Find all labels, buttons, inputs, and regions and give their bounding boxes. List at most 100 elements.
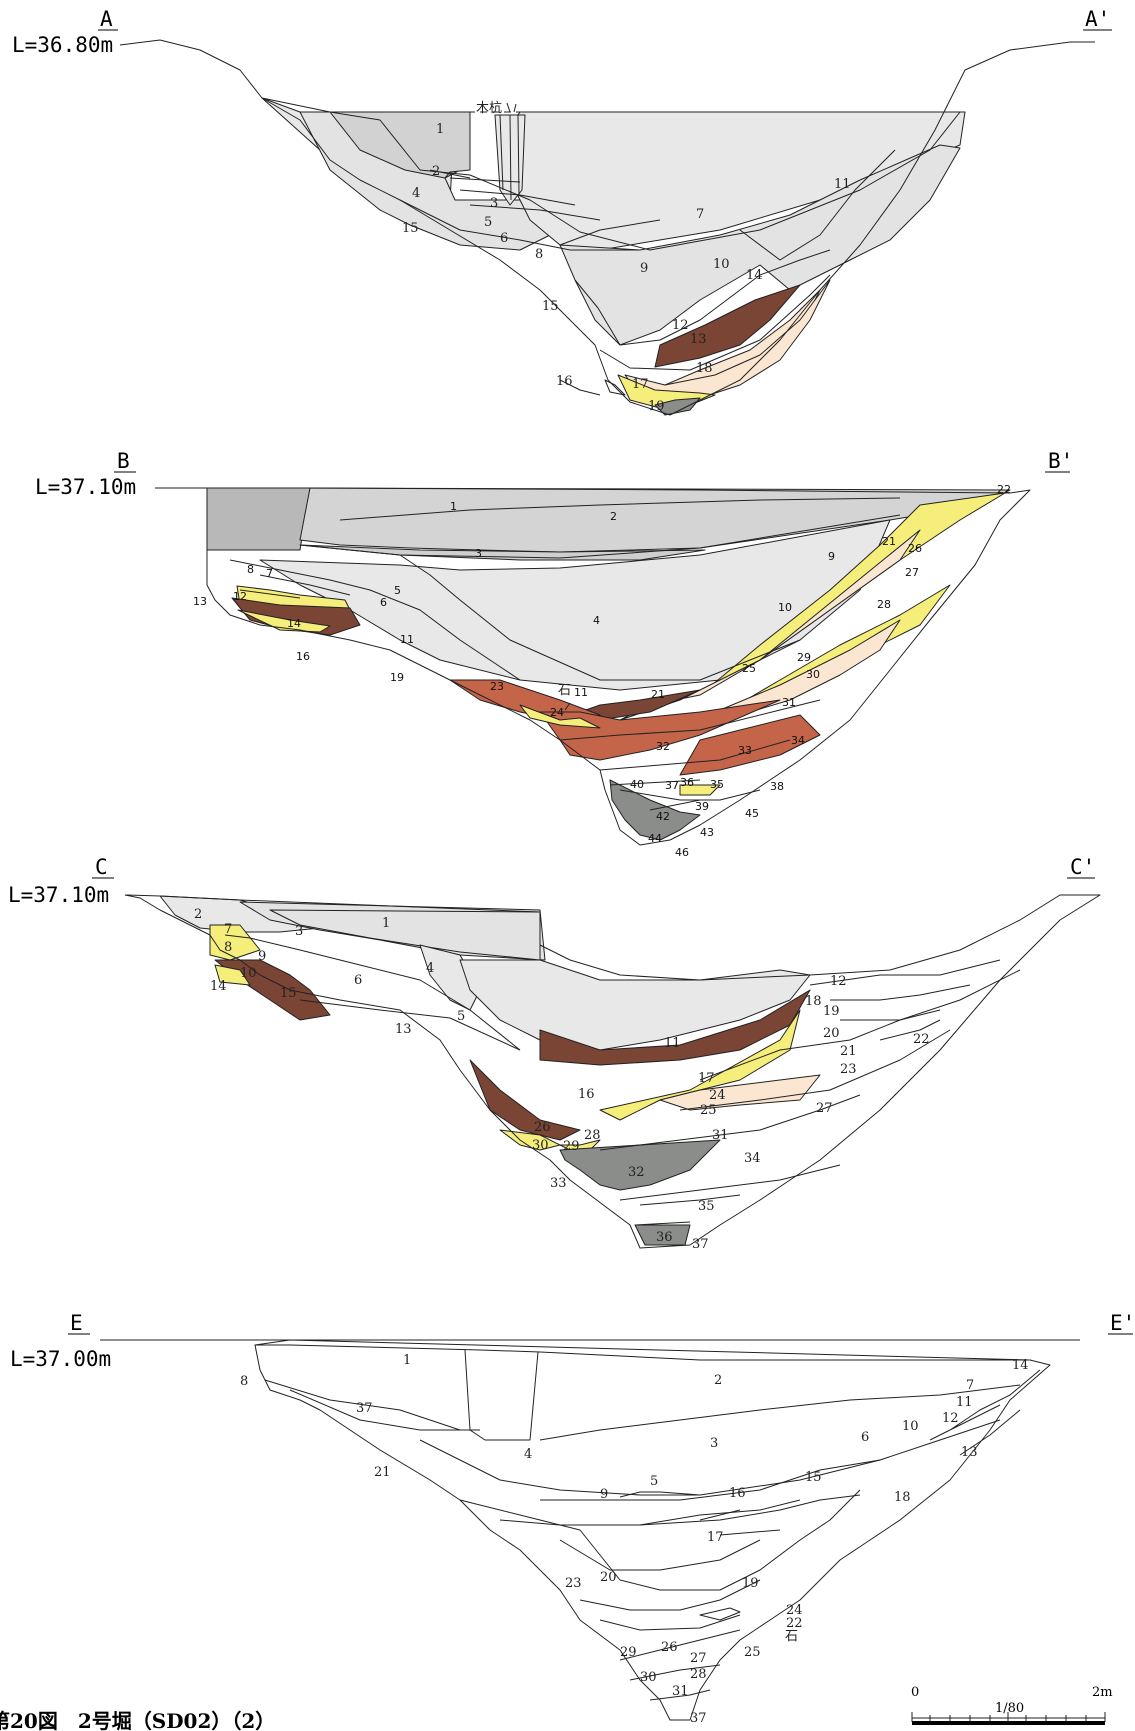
- scale-bar: 0 1/80 2m: [911, 1685, 1113, 1725]
- layer-label: 7: [966, 1378, 974, 1393]
- section-a-elevation: L=36.80m: [12, 33, 113, 57]
- layer-label: 32: [656, 740, 670, 753]
- layer-label: 30: [806, 668, 820, 681]
- layer-label: 25: [700, 1103, 717, 1118]
- layer-label: 13: [961, 1445, 978, 1460]
- layer-label: 8: [247, 563, 254, 576]
- layer-label: 4: [593, 614, 600, 627]
- stone-note: 石: [785, 1629, 798, 1644]
- layer-label: 9: [828, 550, 835, 563]
- layer-label: 40: [630, 778, 644, 791]
- layer-label: 7: [224, 922, 232, 937]
- layer-label: 27: [905, 566, 919, 579]
- layer-label: 21: [882, 535, 896, 548]
- layer-label: 14: [1012, 1358, 1029, 1373]
- layer-label: 6: [380, 596, 387, 609]
- layer-label: 14: [746, 268, 763, 283]
- layer-label: 27: [690, 1651, 707, 1666]
- layer-label: 10: [902, 1419, 919, 1434]
- layer-label: 34: [791, 734, 805, 747]
- scale-ratio: 1/80: [995, 1701, 1024, 1716]
- layer-label: 5: [650, 1474, 658, 1489]
- figure-caption: 第20図 2号堀（SD02）（2）: [0, 1709, 275, 1731]
- layer-label: 12: [830, 974, 847, 989]
- layer-label: 17: [632, 377, 649, 392]
- layer-label: 5: [484, 215, 492, 230]
- layer-label: 39: [695, 800, 709, 813]
- layer-label: 37: [665, 779, 679, 792]
- layer-label: 26: [661, 1640, 678, 1655]
- layer-label: 15: [402, 221, 419, 236]
- layer-label: 24: [786, 1603, 803, 1618]
- section-a-layer-labels: 木杭 1 2 3 4 5 6 7 8 9 10 11 12 13 14 15 1…: [402, 101, 851, 414]
- layer-label: 35: [710, 778, 724, 791]
- layer-label: 15: [280, 986, 297, 1001]
- layer-label: 5: [457, 1009, 465, 1024]
- section-b: B B' L=37.10m: [35, 449, 1073, 846]
- layer-label: 2: [714, 1373, 722, 1388]
- section-c-start-label: C: [95, 855, 108, 879]
- layer-label: 1: [403, 1353, 411, 1368]
- layer-label: 11: [574, 686, 588, 699]
- layer-label: 37: [690, 1711, 707, 1726]
- section-a-start-label: A: [100, 7, 113, 31]
- layer-label: 31: [782, 696, 796, 709]
- layer-label: 6: [861, 1430, 869, 1445]
- layer-label: 10: [240, 966, 257, 981]
- section-e-elevation: L=37.00m: [10, 1347, 111, 1371]
- section-e-start-label: E: [70, 1311, 83, 1335]
- layer-label: 7: [696, 207, 704, 222]
- section-a-end-label: A': [1085, 7, 1110, 31]
- layer-label: 11: [664, 1036, 681, 1051]
- section-b-start-label: B: [117, 449, 130, 473]
- section-a: A A' L=36.80m: [12, 7, 1112, 416]
- layer-label: 17: [707, 1530, 724, 1545]
- layer-label: 23: [490, 680, 504, 693]
- section-e: E E' L=37.00m: [10, 1311, 1135, 1721]
- layer-label: 6: [500, 231, 508, 246]
- layer-label: 14: [210, 979, 227, 994]
- layer-label: 36: [656, 1230, 673, 1245]
- layer-label: 45: [745, 807, 759, 820]
- layer-label: 13: [395, 1022, 412, 1037]
- layer-label: 8: [240, 1374, 248, 1389]
- layer-label: 9: [600, 1487, 608, 1502]
- section-c-end-label: C': [1070, 855, 1095, 879]
- layer-label: 4: [426, 961, 434, 976]
- layer-label: 25: [744, 1645, 761, 1660]
- layer-label: 19: [742, 1576, 759, 1591]
- layer-label: 8: [535, 247, 543, 262]
- layer-label: 23: [565, 1576, 582, 1591]
- layer-label: 13: [690, 332, 707, 347]
- scale-zero: 0: [911, 1685, 919, 1700]
- layer-label: 18: [805, 994, 822, 1009]
- layer-label: 11: [834, 177, 851, 192]
- layer-label: 12: [233, 590, 247, 603]
- layer-label: 3: [475, 547, 482, 560]
- layer-label: 28: [584, 1128, 601, 1143]
- layer-label: 16: [578, 1087, 595, 1102]
- layer-label: 1: [436, 122, 444, 137]
- layer-label: 36: [680, 776, 694, 789]
- layer-label: 4: [412, 186, 420, 201]
- layer-label: 30: [640, 1670, 657, 1685]
- layer-label: 28: [877, 598, 891, 611]
- layer-label: 29: [563, 1139, 580, 1154]
- layer-label: 2: [194, 907, 202, 922]
- layer-label: 16: [296, 650, 310, 663]
- layer-label: 18: [894, 1490, 911, 1505]
- layer-label: 43: [700, 826, 714, 839]
- layer-label: 24: [550, 706, 564, 719]
- layer-label: 33: [738, 744, 752, 757]
- layer-label: 38: [770, 780, 784, 793]
- layer-label: 3: [490, 196, 498, 211]
- layer-label: 10: [778, 601, 792, 614]
- section-c-elevation: L=37.10m: [8, 883, 109, 907]
- section-e-end-label: E': [1110, 1311, 1135, 1335]
- layer-label: 29: [797, 651, 811, 664]
- layer-label: 25: [742, 662, 756, 675]
- layer-label: 22: [997, 483, 1011, 496]
- layer-label: 2: [432, 164, 440, 179]
- layer-label: 9: [258, 949, 266, 964]
